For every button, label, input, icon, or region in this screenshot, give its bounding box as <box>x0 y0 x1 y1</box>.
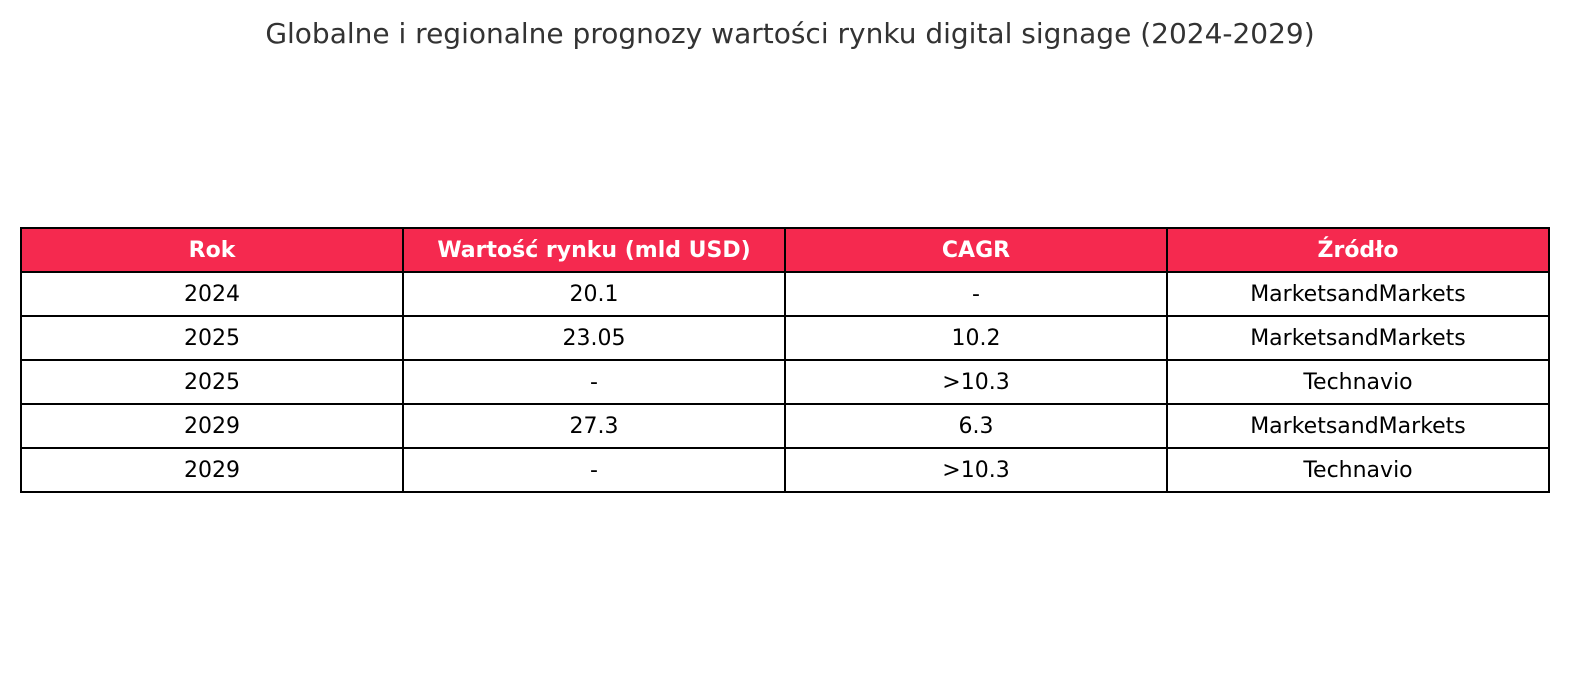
cell-rok: 2024 <box>20 271 404 317</box>
column-header-wartosc: Wartość rynku (mld USD) <box>402 227 786 273</box>
cell-wartosc: 23.05 <box>402 315 786 361</box>
data-table-container: Rok Wartość rynku (mld USD) CAGR Źródło … <box>20 227 1550 493</box>
cell-cagr: - <box>784 271 1168 317</box>
cell-wartosc: - <box>402 359 786 405</box>
cell-wartosc: 20.1 <box>402 271 786 317</box>
chart-title: Globalne i regionalne prognozy wartości … <box>265 17 1315 50</box>
cell-zrodlo: Technavio <box>1166 359 1550 405</box>
data-table: Rok Wartość rynku (mld USD) CAGR Źródło … <box>20 227 1550 493</box>
cell-rok: 2025 <box>20 315 404 361</box>
column-header-zrodlo: Źródło <box>1166 227 1550 273</box>
cell-cagr: 10.2 <box>784 315 1168 361</box>
column-header-cagr: CAGR <box>784 227 1168 273</box>
cell-zrodlo: MarketsandMarkets <box>1166 315 1550 361</box>
cell-zrodlo: Technavio <box>1166 447 1550 493</box>
cell-wartosc: 27.3 <box>402 403 786 449</box>
cell-rok: 2029 <box>20 447 404 493</box>
cell-zrodlo: MarketsandMarkets <box>1166 403 1550 449</box>
table-header-row: Rok Wartość rynku (mld USD) CAGR Źródło <box>20 227 1550 273</box>
cell-cagr: >10.3 <box>784 447 1168 493</box>
table-row: 2025 23.05 10.2 MarketsandMarkets <box>20 315 1550 361</box>
cell-zrodlo: MarketsandMarkets <box>1166 271 1550 317</box>
cell-rok: 2029 <box>20 403 404 449</box>
cell-rok: 2025 <box>20 359 404 405</box>
table-row: 2029 - >10.3 Technavio <box>20 447 1550 493</box>
table-row: 2029 27.3 6.3 MarketsandMarkets <box>20 403 1550 449</box>
column-header-rok: Rok <box>20 227 404 273</box>
cell-cagr: 6.3 <box>784 403 1168 449</box>
table-row: 2025 - >10.3 Technavio <box>20 359 1550 405</box>
table-row: 2024 20.1 - MarketsandMarkets <box>20 271 1550 317</box>
cell-cagr: >10.3 <box>784 359 1168 405</box>
cell-wartosc: - <box>402 447 786 493</box>
